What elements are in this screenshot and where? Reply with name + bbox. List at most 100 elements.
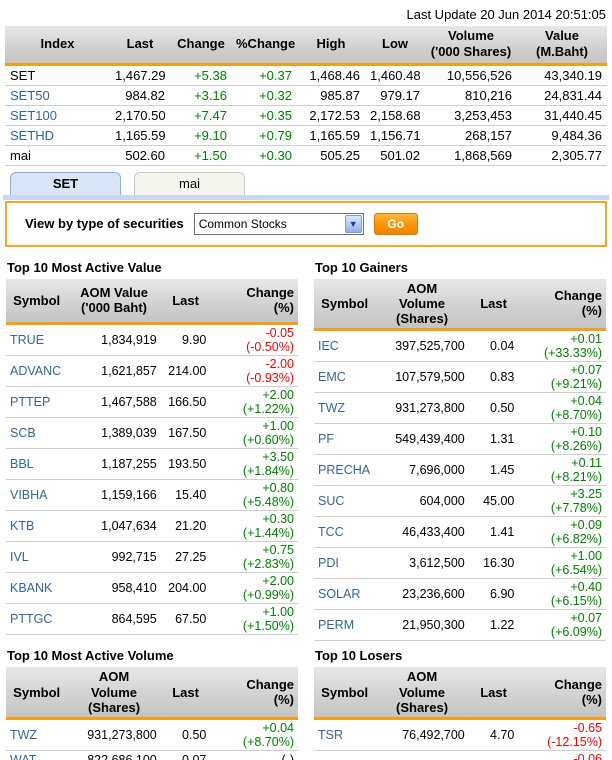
stock-cell-change: -0.65 (-12.15%): [518, 718, 606, 752]
tab-bar: SET mai: [0, 171, 612, 195]
stock-cell-symbol[interactable]: PTTEP: [6, 386, 68, 418]
stock-cell-symbol[interactable]: ADVANC: [6, 355, 68, 387]
stock-cell-volume: 931,273,800: [375, 392, 469, 425]
col-header-pct-change: %Change: [232, 26, 297, 66]
stock-row: WAT 822,686,100 0.07- (-): [6, 750, 298, 760]
index-cell-index[interactable]: SET50: [5, 85, 110, 106]
stock-row: VIBHA 1,159,166 15.40 +0.80 (+5.48%): [6, 479, 298, 511]
section-title: Top 10 Gainers: [315, 259, 408, 275]
index-cell-change: +5.38: [170, 64, 232, 86]
stock-row: IEC 397,525,700 0.04 +0.01 (+33.33%): [314, 329, 606, 363]
index-cell-low: 2,158.68: [365, 105, 425, 126]
section-most-active-value: Top 10 Most Active Value Symbol AOM Valu…: [6, 260, 298, 642]
stock-cell-change: +0.30 (+1.44%): [210, 510, 298, 542]
stock-row: PERM 21,950,300 1.22 +0.07 (+6.09%): [314, 609, 606, 642]
stock-cell-last: 166.50: [160, 386, 211, 418]
stock-cell-symbol[interactable]: EMC: [314, 361, 376, 394]
index-cell-index[interactable]: SET100: [5, 105, 110, 126]
chevron-down-icon[interactable]: ▼: [344, 214, 362, 233]
stock-cell-symbol[interactable]: KBANK: [6, 572, 68, 604]
stock-cell-symbol[interactable]: IEC: [314, 329, 376, 363]
tab-set[interactable]: SET: [10, 171, 121, 195]
index-row: SET100 2,170.50 +7.47 +0.35 2,172.53 2,158.68…: [5, 105, 607, 126]
section-top-gainers: Top 10 Gainers Symbol AOM Volume (Shares…: [314, 260, 606, 642]
index-cell-volume: 268,157: [425, 125, 517, 146]
stock-cell-change: +0.04 (+8.70%): [210, 718, 298, 752]
top-gainers-table: Symbol AOM Volume (Shares) Last Change (…: [314, 278, 606, 642]
stock-row: IVL 992,715 27.25 +0.75 (+2.83%): [6, 541, 298, 573]
stock-cell-last: 1.41: [468, 516, 519, 549]
index-table-header: Index Last Change %Change High Low Volum…: [5, 26, 607, 66]
stock-cell-symbol[interactable]: VIBHA: [6, 479, 68, 511]
stock-cell-last: 9.90: [160, 323, 211, 356]
index-cell-high: 1,468.46: [297, 64, 365, 86]
index-row: SET 1,467.29 +5.38 +0.37 1,468.46 1,460.48 10,…: [5, 64, 607, 86]
col-header-aom-volume: AOM Volume (Shares): [67, 667, 161, 721]
stock-row: PRECHA 7,696,000 1.45 +0.11 (+8.21%): [314, 454, 606, 487]
stock-cell-change: +0.09 (+6.82%): [518, 516, 606, 549]
col-header-change: Change (%): [518, 278, 606, 332]
most-active-volume-body: TWZ 931,273,800 0.50 +0.04 (+8.70%) WAT 822,6…: [6, 718, 298, 760]
stock-cell-symbol[interactable]: SUC: [314, 485, 376, 518]
stock-cell-last: 27.25: [160, 541, 211, 573]
stock-cell-last: 193.50: [160, 448, 211, 480]
col-header-last: Last: [160, 667, 211, 721]
col-header-change: Change (%): [518, 667, 606, 721]
most-active-value-body: TRUE 1,834,919 9.90 -0.05 (-0.50%) ADVANC 1,6…: [6, 323, 298, 635]
go-button[interactable]: Go: [373, 212, 418, 235]
stock-cell-symbol[interactable]: KTB: [6, 510, 68, 542]
stock-row: PDI 3,612,500 16.30 +1.00 (+6.54%): [314, 547, 606, 580]
securities-type-select[interactable]: Common Stocks ▼: [193, 212, 364, 235]
stock-cell-change: -0.05 (-0.50%): [210, 323, 298, 356]
stock-cell-symbol[interactable]: PTTGC: [6, 603, 68, 635]
stock-cell-last: 0.83: [468, 361, 519, 394]
stock-cell-symbol[interactable]: TWZ: [314, 392, 376, 425]
index-cell-low: 1,460.48: [365, 64, 425, 86]
stock-cell-volume: 3,612,500: [375, 547, 469, 580]
top-gainers-body: IEC 397,525,700 0.04 +0.01 (+33.33%) EMC 107,…: [314, 329, 606, 642]
stock-cell-last: 0.07: [160, 750, 211, 760]
col-header-symbol: Symbol: [6, 667, 68, 721]
stock-cell-symbol[interactable]: WAT: [6, 750, 68, 760]
stock-cell-last: 15.40: [160, 479, 211, 511]
tab-mai[interactable]: mai: [134, 171, 245, 195]
index-cell-volume: 810,216: [425, 85, 517, 106]
stock-cell-symbol[interactable]: SOLAR: [314, 578, 376, 611]
stock-cell-symbol[interactable]: RICH: [314, 750, 376, 760]
stock-cell-symbol[interactable]: TWZ: [6, 718, 68, 752]
stock-cell-symbol[interactable]: IVL: [6, 541, 68, 573]
stock-cell-symbol[interactable]: SCB: [6, 417, 68, 449]
index-cell-high: 505.25: [297, 145, 365, 166]
top-losers-table: Symbol AOM Volume (Shares) Last Change (…: [314, 667, 606, 760]
stock-cell-volume: 549,439,400: [375, 423, 469, 456]
stock-cell-symbol[interactable]: TCC: [314, 516, 376, 549]
stock-cell-volume: 7,696,000: [375, 454, 469, 487]
index-cell-change: +9.10: [170, 125, 232, 146]
stock-cell-change: +0.75 (+2.83%): [210, 541, 298, 573]
stock-cell-change: +3.25 (+7.78%): [518, 485, 606, 518]
index-cell-change: +1.50: [170, 145, 232, 166]
stock-cell-volume: 604,000: [375, 485, 469, 518]
stock-row: PTTEP 1,467,588 166.50 +2.00 (+1.22%): [6, 386, 298, 418]
stock-cell-symbol[interactable]: TSR: [314, 718, 376, 752]
stock-cell-symbol[interactable]: TRUE: [6, 323, 68, 356]
stock-cell-symbol[interactable]: BBL: [6, 448, 68, 480]
stock-cell-symbol[interactable]: PF: [314, 423, 376, 456]
section-title: Top 10 Most Active Value: [7, 259, 162, 275]
stock-cell-symbol[interactable]: PRECHA: [314, 454, 376, 487]
stock-cell-symbol[interactable]: PDI: [314, 547, 376, 580]
index-cell-change: +7.47: [170, 105, 232, 126]
stock-cell-symbol[interactable]: PERM: [314, 609, 376, 642]
stock-cell-volume: 21,950,300: [375, 609, 469, 642]
index-cell-index[interactable]: SETHD: [5, 125, 110, 146]
stock-cell-last: 4.70: [468, 718, 519, 752]
index-cell-value: 31,440.45: [517, 105, 607, 126]
index-cell-last: 2,170.50: [110, 105, 170, 126]
col-header-aom-volume: AOM Volume (Shares): [375, 278, 469, 332]
stock-row: BBL 1,187,255 193.50 +3.50 (+1.84%): [6, 448, 298, 480]
index-cell-value: 24,831.44: [517, 85, 607, 106]
stock-cell-volume: 1,621,857: [67, 355, 161, 387]
stock-cell-last: 6.90: [468, 578, 519, 611]
stock-cell-last: 214.00: [160, 355, 211, 387]
index-cell-last: 502.60: [110, 145, 170, 166]
